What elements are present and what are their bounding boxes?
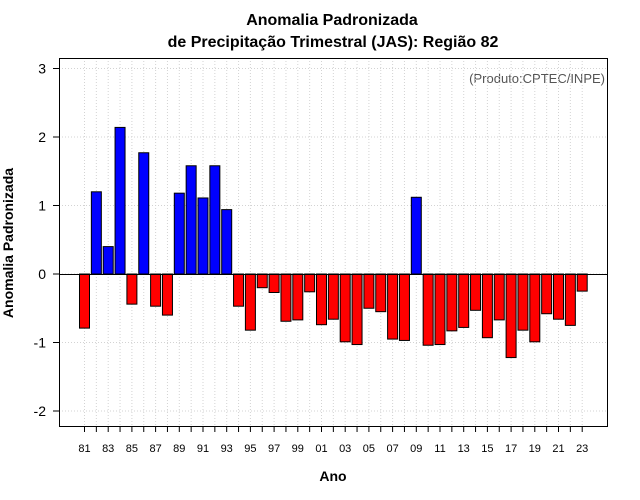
x-tick-label: 93 — [221, 443, 233, 455]
bar-1991 — [197, 197, 209, 275]
bar-1981 — [79, 273, 90, 329]
bar-2018 — [517, 273, 529, 331]
bar-2009 — [410, 196, 422, 275]
x-tick-label: 15 — [481, 443, 493, 455]
x-tick-label: 91 — [197, 443, 209, 455]
x-tick-label: 87 — [149, 443, 161, 455]
y-tick-label: -2 — [34, 403, 47, 419]
bar-1983 — [102, 246, 114, 275]
x-tick-label: 83 — [102, 443, 114, 455]
bar-2006 — [375, 273, 387, 313]
x-tick-label: 01 — [315, 443, 327, 455]
x-tick-label: 97 — [268, 443, 280, 455]
bar-2000 — [304, 273, 316, 293]
bar-1988 — [161, 273, 173, 316]
x-tick-label: 95 — [244, 443, 256, 455]
y-tick-label: 2 — [38, 129, 46, 145]
x-axis-title: Ano — [319, 468, 346, 484]
bar-2010 — [422, 273, 434, 346]
bar-2007 — [387, 273, 399, 340]
y-axis: -2 -1 0 1 2 3 — [34, 61, 59, 419]
bar-1982 — [90, 191, 102, 275]
chart-title-line2: de Precipitação Trimestral (JAS): Região… — [168, 34, 499, 51]
bar-1993 — [221, 209, 233, 275]
x-tick-label: 07 — [386, 443, 398, 455]
x-tick-label: 17 — [505, 443, 517, 455]
bar-1998 — [280, 273, 292, 322]
bar-2008 — [398, 273, 410, 341]
x-tick-label: 13 — [458, 443, 470, 455]
bar-2004 — [351, 273, 363, 346]
bar-2017 — [505, 273, 517, 359]
x-tick-label: 85 — [126, 443, 138, 455]
y-tick-label: 3 — [38, 61, 46, 77]
x-tick-label: 23 — [576, 443, 588, 455]
bars — [79, 126, 588, 359]
x-tick-label: 99 — [292, 443, 304, 455]
x-axis: 81 83 85 87 89 91 93 95 97 99 01 03 05 07 09 11 13 15 17 19… — [78, 426, 588, 455]
credit-label: (Produto:CPTEC/INPE) — [469, 71, 605, 86]
bar-2019 — [529, 273, 541, 343]
x-tick-label: 89 — [173, 443, 185, 455]
bar-2001 — [316, 273, 327, 326]
x-tick-label: 11 — [434, 443, 445, 455]
x-tick-label: 19 — [529, 443, 541, 455]
bar-1987 — [150, 273, 162, 307]
bar-1990 — [185, 165, 197, 275]
y-tick-label: 1 — [38, 198, 46, 214]
x-tick-label: 81 — [78, 443, 90, 455]
bar-2015 — [481, 273, 493, 339]
bar-1985 — [126, 273, 138, 305]
bar-2016 — [493, 273, 505, 321]
bar-2002 — [327, 273, 339, 320]
y-tick-label: 0 — [38, 266, 46, 282]
bar-2023 — [576, 273, 588, 292]
bar-1989 — [173, 192, 185, 275]
bar-1997 — [268, 273, 280, 293]
bar-1986 — [138, 152, 150, 275]
bar-2011 — [434, 273, 446, 346]
x-tick-label: 03 — [339, 443, 351, 455]
bar-2005 — [363, 273, 375, 309]
bar-2013 — [458, 273, 470, 328]
x-tick-label: 21 — [552, 443, 564, 455]
bar-2020 — [541, 273, 553, 315]
bar-1984 — [114, 126, 126, 275]
bar-2014 — [470, 273, 482, 311]
chart-title-line1: Anomalia Padronizada — [246, 12, 418, 29]
bar-2021 — [553, 273, 564, 320]
bar-1996 — [256, 273, 268, 289]
x-tick-label: 09 — [410, 443, 422, 455]
x-tick-label: 05 — [363, 443, 375, 455]
bar-2003 — [339, 273, 351, 343]
y-tick-label: -1 — [34, 335, 47, 351]
bar-2012 — [446, 273, 458, 332]
bar-1995 — [244, 273, 256, 331]
bar-1992 — [209, 165, 221, 275]
bar-1994 — [233, 273, 245, 307]
y-axis-title: Anomalia Padronizada — [0, 168, 16, 318]
bar-1999 — [292, 273, 304, 321]
bar-2022 — [564, 273, 576, 326]
